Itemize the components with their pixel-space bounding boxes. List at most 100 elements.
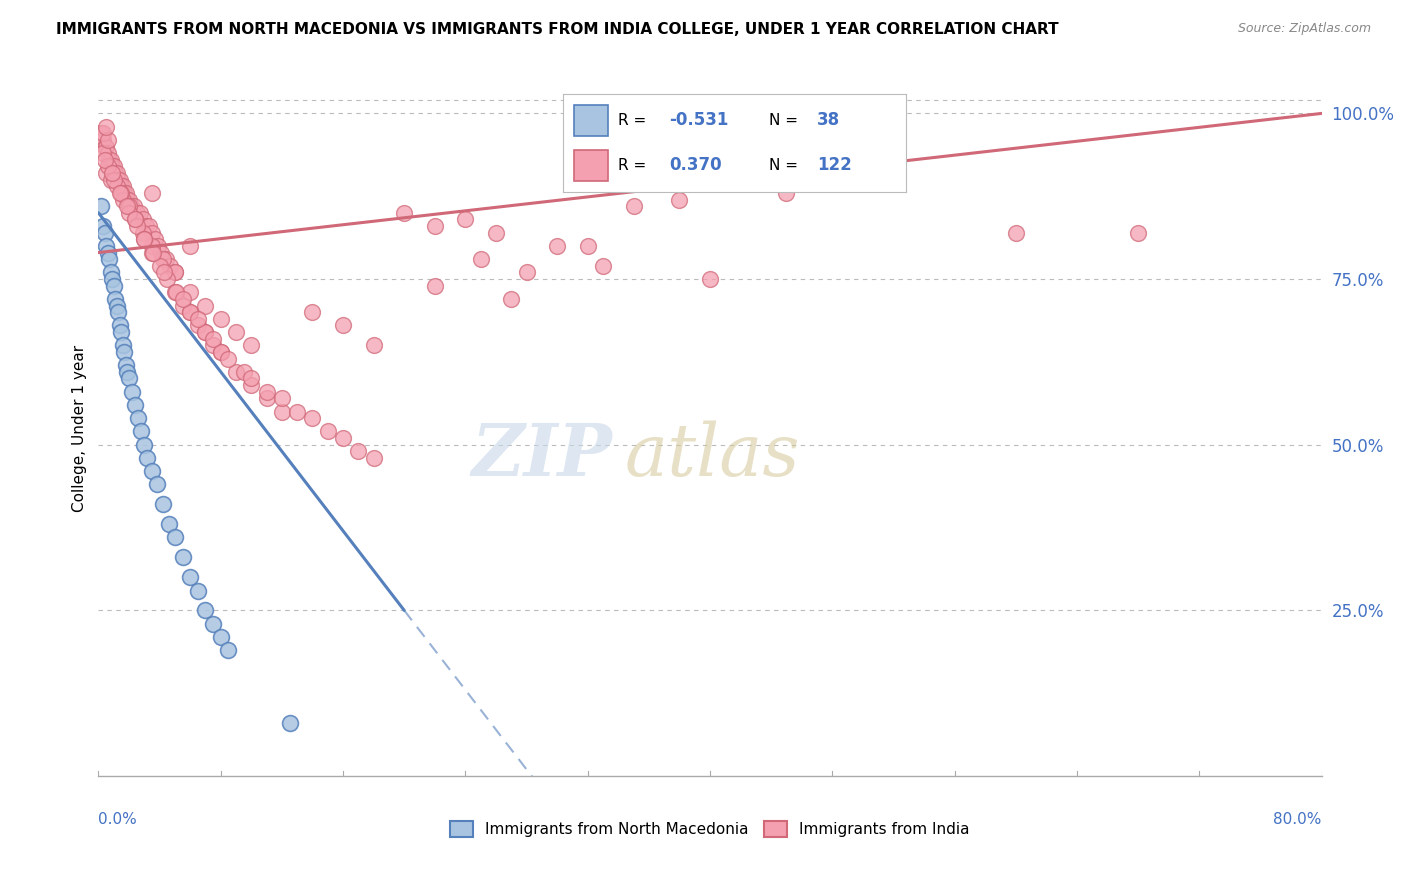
- Point: [576, 239, 599, 253]
- Point: [124, 212, 146, 227]
- Point: [101, 160, 124, 174]
- Point: [225, 325, 247, 339]
- Point: [172, 550, 194, 565]
- Text: 80.0%: 80.0%: [1274, 812, 1322, 827]
- Point: [159, 259, 181, 273]
- Point: [103, 172, 125, 186]
- Point: [107, 305, 129, 319]
- Point: [111, 179, 134, 194]
- Point: [91, 219, 114, 233]
- Point: [546, 239, 568, 253]
- Point: [117, 193, 139, 207]
- Point: [163, 285, 186, 300]
- Point: [146, 239, 169, 253]
- Point: [301, 411, 323, 425]
- Point: [270, 404, 294, 418]
- Point: [194, 299, 217, 313]
- Point: [240, 371, 263, 385]
- Point: [332, 431, 354, 445]
- Point: [209, 630, 232, 644]
- Point: [93, 139, 115, 153]
- Point: [135, 219, 157, 233]
- Point: [202, 616, 225, 631]
- Point: [129, 425, 152, 439]
- Point: [108, 318, 131, 333]
- Point: [100, 265, 122, 279]
- Point: [209, 345, 232, 359]
- Point: [117, 199, 139, 213]
- Point: [668, 193, 690, 207]
- Point: [136, 450, 159, 465]
- Point: [112, 186, 135, 200]
- Point: [134, 232, 156, 246]
- Point: [141, 245, 163, 260]
- Point: [134, 232, 156, 246]
- Point: [110, 325, 132, 339]
- Point: [145, 477, 167, 491]
- Point: [363, 338, 385, 352]
- Point: [124, 398, 146, 412]
- Point: [225, 365, 247, 379]
- Point: [155, 252, 177, 267]
- Point: [240, 378, 263, 392]
- Point: [94, 166, 117, 180]
- Point: [115, 358, 138, 372]
- Point: [163, 531, 186, 545]
- Point: [125, 206, 148, 220]
- Point: [392, 206, 416, 220]
- Point: [124, 212, 146, 227]
- Point: [156, 272, 179, 286]
- Point: [775, 186, 797, 200]
- Point: [105, 179, 128, 194]
- Point: [143, 232, 166, 246]
- Point: [363, 450, 385, 465]
- Point: [91, 146, 114, 161]
- Point: [127, 411, 149, 425]
- Point: [94, 139, 117, 153]
- Point: [163, 265, 186, 279]
- Point: [516, 265, 538, 279]
- Point: [301, 305, 323, 319]
- Point: [125, 219, 148, 233]
- Point: [256, 384, 278, 399]
- Point: [256, 392, 278, 406]
- Point: [501, 292, 523, 306]
- Point: [1004, 226, 1026, 240]
- Text: 0.0%: 0.0%: [98, 812, 138, 827]
- Point: [100, 172, 122, 186]
- Point: [332, 318, 354, 333]
- Text: IMMIGRANTS FROM NORTH MACEDONIA VS IMMIGRANTS FROM INDIA COLLEGE, UNDER 1 YEAR C: IMMIGRANTS FROM NORTH MACEDONIA VS IMMIG…: [56, 22, 1059, 37]
- Point: [90, 126, 112, 140]
- Point: [115, 186, 138, 200]
- Point: [104, 292, 127, 306]
- Point: [97, 146, 120, 161]
- Point: [122, 199, 145, 213]
- Point: [134, 438, 156, 452]
- Point: [103, 278, 125, 293]
- Y-axis label: College, Under 1 year: College, Under 1 year: [72, 344, 87, 512]
- Point: [187, 318, 209, 333]
- Point: [110, 179, 132, 194]
- Point: [141, 464, 163, 478]
- Point: [112, 345, 135, 359]
- Point: [94, 120, 117, 134]
- Point: [132, 226, 155, 240]
- Point: [217, 643, 239, 657]
- Point: [172, 292, 194, 306]
- Point: [153, 265, 176, 279]
- Point: [202, 332, 225, 346]
- Point: [118, 193, 141, 207]
- Point: [179, 285, 201, 300]
- Point: [232, 365, 254, 379]
- Point: [97, 245, 120, 260]
- Point: [202, 338, 225, 352]
- Point: [179, 305, 201, 319]
- Point: [110, 186, 132, 200]
- Point: [105, 166, 128, 180]
- Point: [165, 285, 187, 300]
- Point: [93, 226, 115, 240]
- Point: [187, 311, 209, 326]
- Point: [105, 299, 128, 313]
- Point: [103, 160, 125, 174]
- Point: [316, 425, 339, 439]
